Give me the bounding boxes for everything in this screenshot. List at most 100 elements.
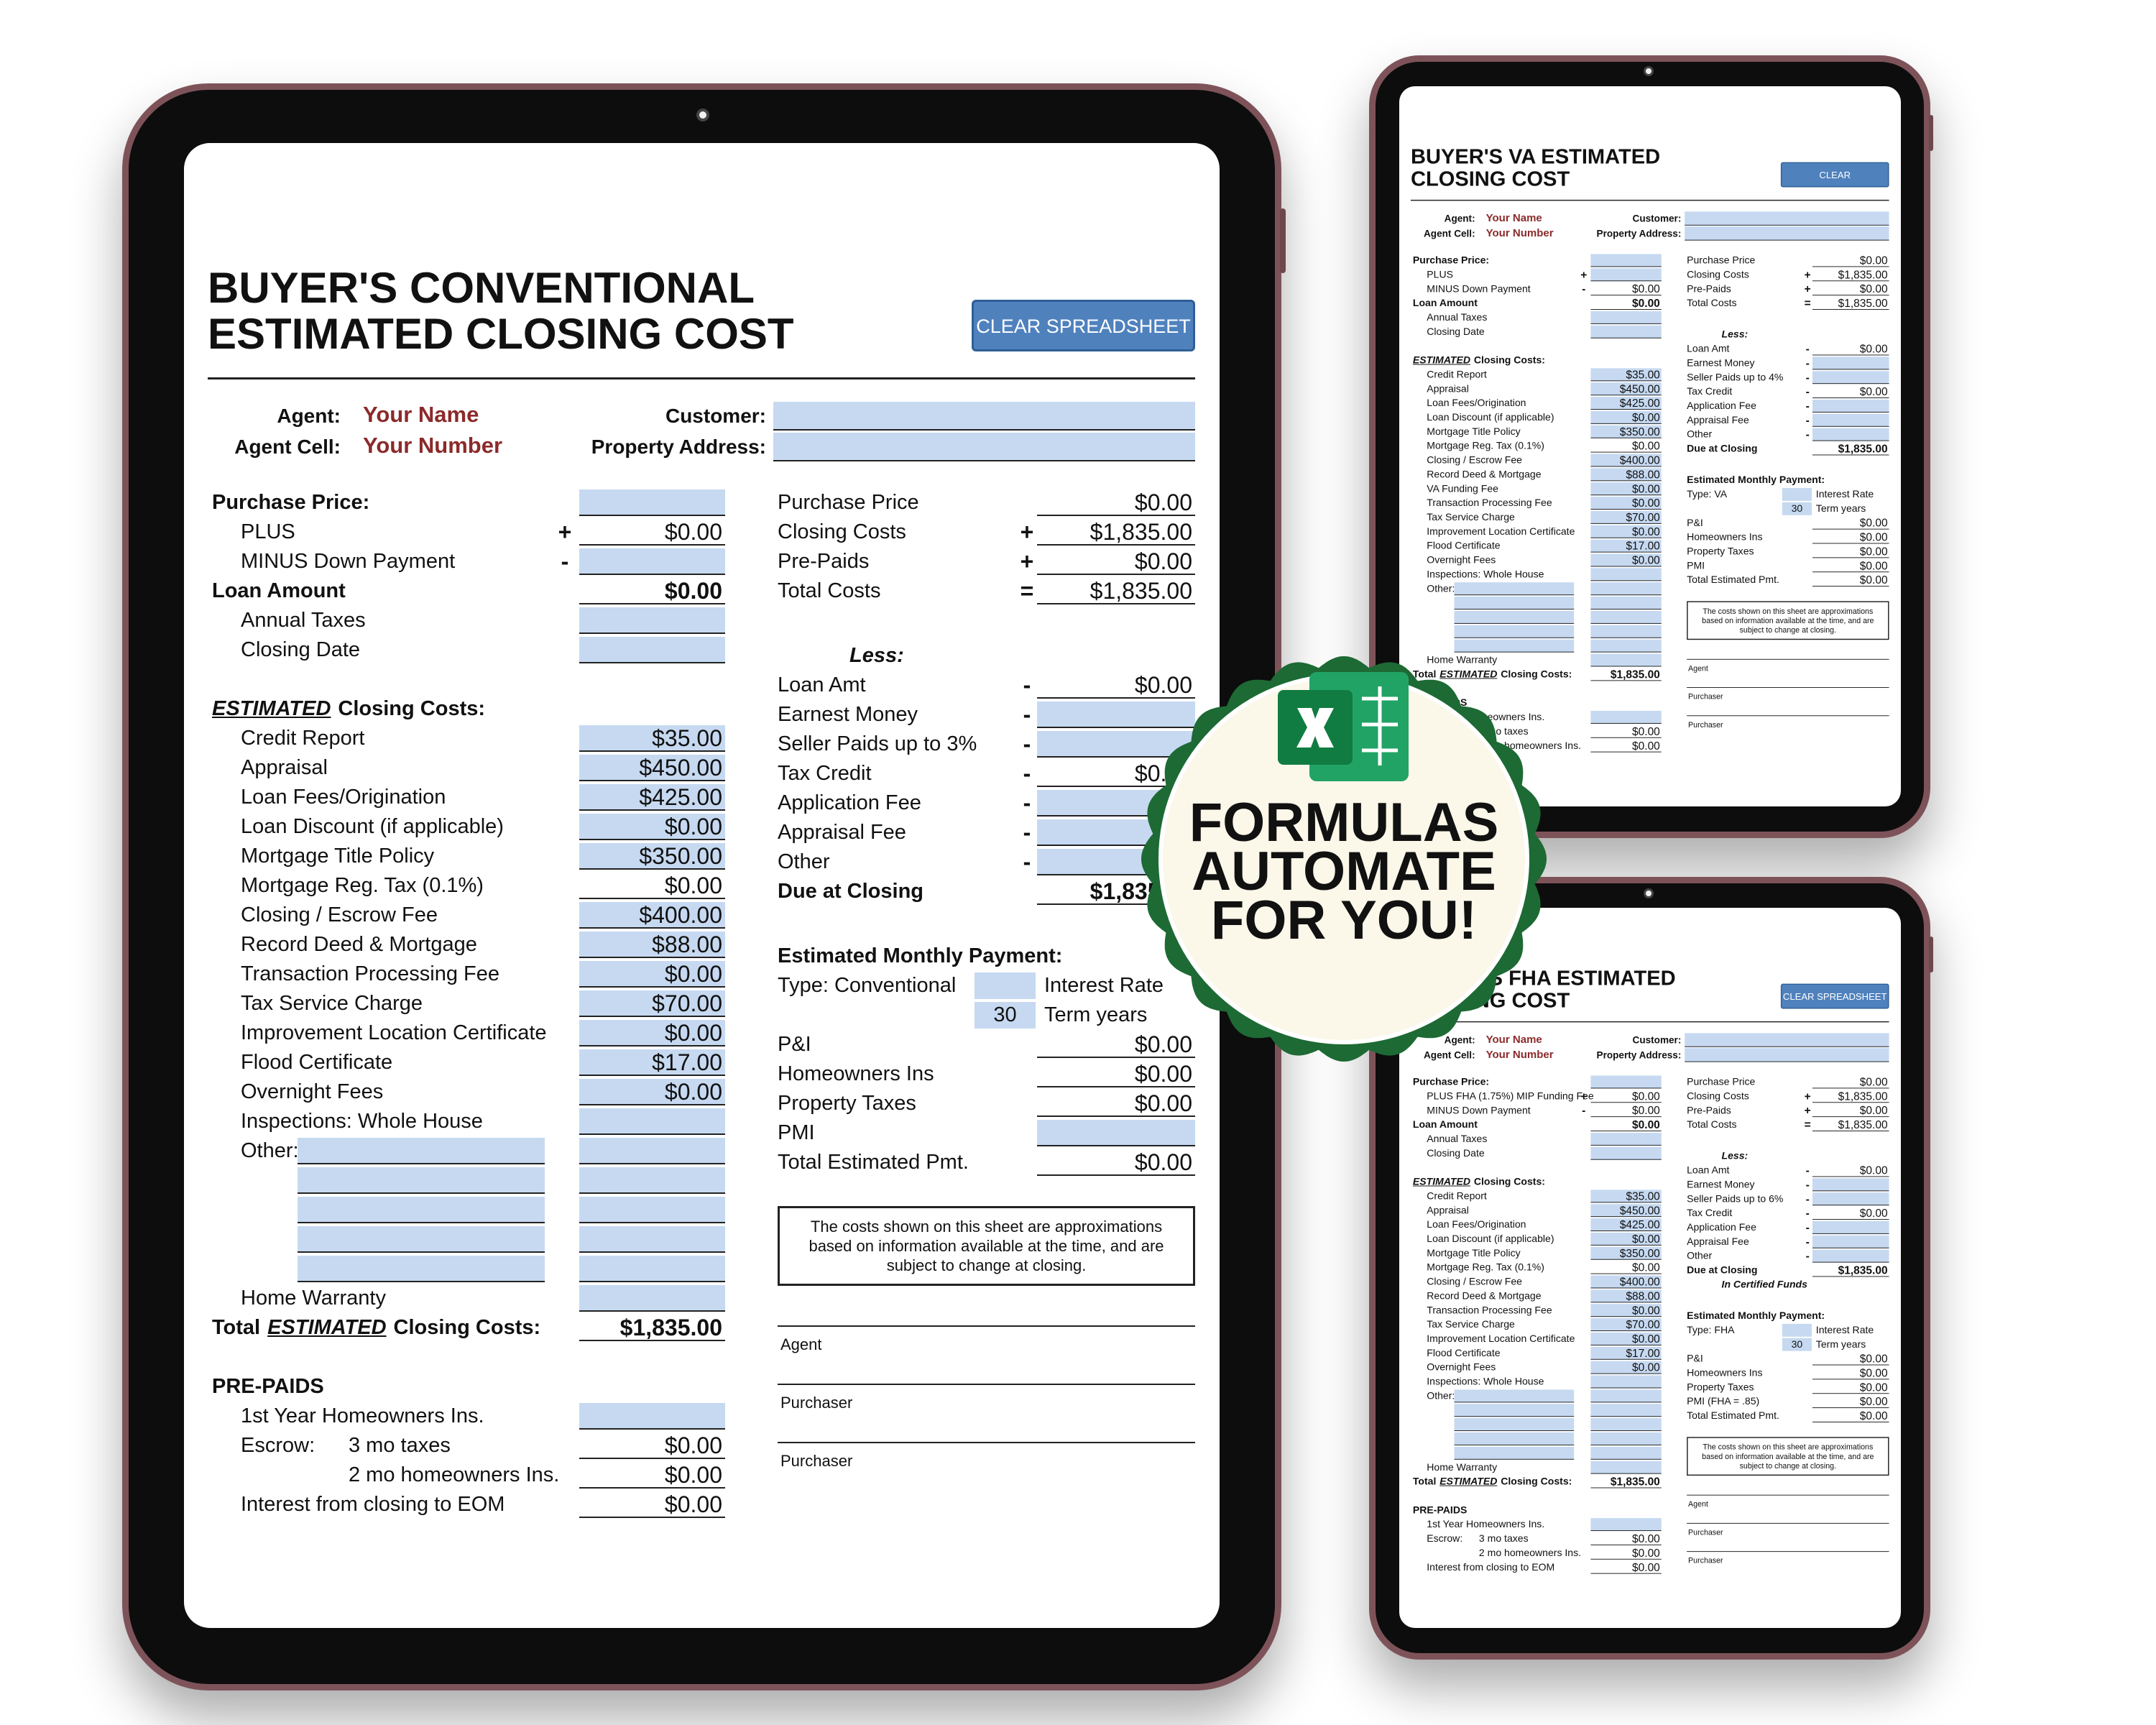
disclaimer: The costs shown on this sheet are approx…	[778, 1205, 1195, 1286]
value-cell: $0.00	[1812, 1104, 1889, 1117]
row-label: MINUS Down Payment	[1427, 282, 1530, 296]
row-label: Total ESTIMATED Closing Costs:	[1413, 667, 1572, 681]
value-cell: $0.00	[1590, 739, 1662, 753]
row-label: MINUS Down Payment	[241, 547, 455, 576]
input-cell	[1812, 1220, 1889, 1234]
input-line	[298, 1196, 545, 1223]
row-label: Purchase Price:	[1413, 253, 1489, 267]
input-cell: $88.00	[1590, 468, 1662, 482]
input-cell	[1590, 1132, 1662, 1146]
input-cell: $350.00	[1590, 1246, 1662, 1260]
row-label: Improvement Location Certificate	[1427, 525, 1575, 539]
label-emphasis: ESTIMATED	[267, 1315, 387, 1339]
row-label: PLUS	[1427, 267, 1453, 282]
field-value: Your Name	[363, 402, 479, 427]
disclaimer: The costs shown on this sheet are approx…	[1687, 601, 1889, 640]
label-text: Total	[212, 1315, 261, 1339]
label-text: Flood Certificate	[1427, 540, 1501, 551]
value-cell: $0.00	[1812, 1353, 1889, 1366]
row-label: Type: FHA	[1687, 1323, 1734, 1338]
label-emphasis: ESTIMATED	[212, 696, 331, 720]
row-label: P&I	[1687, 516, 1703, 530]
row-label: Credit Report	[1427, 367, 1487, 382]
label-text: Pre-Paids	[1687, 1104, 1731, 1116]
input-cell: $0.00	[579, 1019, 725, 1046]
label-text: Flood Certificate	[241, 1050, 393, 1074]
row-label: Seller Paids up to 3%	[778, 730, 977, 759]
value-cell: $1,835.00	[1812, 1118, 1889, 1131]
sign: =	[1020, 577, 1034, 604]
sign: -	[1805, 356, 1810, 369]
row-label: Seller Paids up to 4%	[1687, 370, 1783, 385]
label-text: Closing Costs	[1687, 269, 1749, 280]
row-label: Total Costs	[1687, 296, 1736, 310]
label-text: Loan Amt	[778, 673, 866, 696]
label-text: Other:	[241, 1138, 299, 1162]
row-label: PMI	[1687, 558, 1705, 573]
row-sublabel: 2 mo homeowners Ins.	[349, 1463, 560, 1486]
row-label: Inspections: Whole House	[241, 1107, 483, 1136]
row-note: Interest Rate	[1044, 973, 1164, 997]
label-text: Due at Closing	[1687, 443, 1758, 454]
screen: BUYER'S FHA ESTIMATED CLOSING COST CLEAR …	[1399, 908, 1901, 1628]
input-cell: $88.00	[1590, 1289, 1662, 1303]
label-text: Property Taxes	[1687, 546, 1754, 557]
row-label: Closing / Escrow Fee	[241, 901, 438, 930]
value-cell: $0.00	[1590, 282, 1662, 295]
row-label: Total ESTIMATED Closing Costs:	[212, 1313, 540, 1343]
row-label: Inspections: Whole House	[1427, 1374, 1544, 1389]
row-label: Loan Amount	[1413, 296, 1478, 310]
input-cell	[1590, 1460, 1662, 1474]
row-label: Application Fee	[1687, 399, 1756, 413]
row-label: Other	[1687, 428, 1712, 442]
value-cell: $1,835.00	[1812, 268, 1889, 282]
row-label: Other:	[241, 1136, 299, 1166]
row-label: Earnest Money	[1687, 356, 1754, 370]
row-label: Type: Conventional	[778, 971, 956, 1000]
label-text: Closing Costs:	[338, 696, 486, 720]
input-cell	[1685, 211, 1889, 226]
sign: +	[1804, 1103, 1811, 1117]
label-text: Purchase Price	[1687, 254, 1756, 266]
row-label: Transaction Processing Fee	[1427, 496, 1552, 510]
row-label: ESTIMATED Closing Costs:	[1413, 1174, 1545, 1189]
label-text: Closing Costs:	[1501, 668, 1572, 680]
input-cell	[1812, 371, 1889, 384]
value-cell: $0.00	[1812, 1381, 1889, 1394]
field-label: Customer:	[665, 405, 766, 427]
row-label: Mortgage Title Policy	[241, 842, 434, 871]
label-text: Loan Amt	[1687, 343, 1730, 354]
input-cell: $0.00	[1590, 525, 1662, 538]
label-text: Tax Credit	[1687, 385, 1733, 397]
input-cell	[1590, 254, 1662, 267]
label-text: Total Estimated Pmt.	[778, 1150, 969, 1174]
input-cell	[579, 636, 725, 663]
value-cell: $0.00	[1037, 1031, 1195, 1058]
row-label: Interest from closing to EOM	[241, 1490, 505, 1519]
row-label: Mortgage Title Policy	[1427, 425, 1520, 439]
input-cell	[1590, 1432, 1662, 1445]
tablet-button	[1929, 115, 1933, 151]
label-text: Type: VA	[1687, 488, 1728, 500]
label-text: Other	[1687, 428, 1713, 440]
label-text: PMI (FHA = .85)	[1687, 1396, 1760, 1407]
sign: -	[1582, 282, 1586, 295]
sign: -	[1805, 1192, 1810, 1205]
row-note: Term years	[1044, 1003, 1148, 1026]
input-cell: $0.00	[1590, 410, 1662, 424]
clear-button[interactable]: CLEAR	[1780, 162, 1889, 188]
row-label: Closing Costs	[1687, 1089, 1749, 1103]
clear-button[interactable]: CLEAR SPREADSHEET	[972, 300, 1195, 351]
row-label: Homeowners Ins	[1687, 530, 1762, 545]
clear-button[interactable]: CLEAR SPREADSHEET	[1780, 983, 1889, 1009]
label-text: MINUS Down Payment	[1427, 1104, 1531, 1116]
row-label: Overnight Fees	[1427, 1360, 1496, 1374]
row-label: Tax Credit	[1687, 385, 1732, 399]
row-label: Loan Amount	[212, 576, 346, 606]
input-cell: 30	[1782, 502, 1812, 515]
label-text: Closing Costs:	[1473, 354, 1545, 366]
input-cell	[773, 402, 1195, 431]
label-text: Purchase Price:	[212, 490, 370, 514]
signature-line	[1687, 1494, 1889, 1496]
row-label: Annual Taxes	[1427, 310, 1487, 325]
